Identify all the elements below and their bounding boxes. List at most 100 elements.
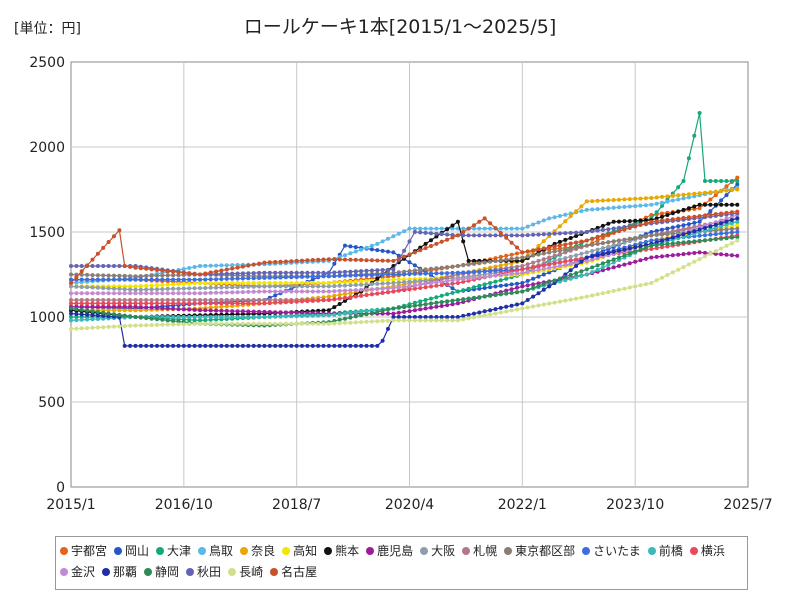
- data-point-series-11: [128, 274, 133, 279]
- data-point-series-2: [697, 219, 702, 224]
- data-point-series-6: [230, 281, 235, 285]
- data-point-series-20: [149, 267, 154, 272]
- data-point-series-6: [278, 281, 283, 285]
- data-point-series-20: [300, 258, 304, 263]
- data-point-series-6: [224, 281, 229, 285]
- data-point-series-19: [294, 321, 299, 326]
- data-point-series-4: [353, 249, 358, 254]
- data-point-series-2: [450, 286, 455, 291]
- data-point-series-13: [332, 312, 337, 317]
- data-point-series-11: [407, 269, 412, 274]
- data-point-series-17: [353, 314, 358, 319]
- data-point-series-13: [305, 313, 310, 318]
- data-point-series-3: [504, 276, 509, 281]
- data-point-series-19: [192, 321, 197, 326]
- data-point-series-19: [670, 270, 675, 275]
- data-point-series-8: [117, 304, 122, 309]
- data-point-series-5: [719, 189, 724, 194]
- data-point-series-12: [95, 277, 100, 282]
- data-point-series-14: [407, 287, 412, 292]
- data-point-series-9: [375, 281, 380, 286]
- data-point-series-4: [643, 203, 648, 208]
- data-point-series-14: [133, 301, 138, 306]
- data-point-series-16: [364, 343, 369, 348]
- data-point-series-16: [224, 343, 229, 348]
- data-point-series-12: [482, 269, 487, 274]
- data-point-series-3: [488, 281, 493, 285]
- data-point-series-20: [461, 230, 466, 234]
- data-point-series-12: [466, 270, 471, 275]
- data-point-series-9: [251, 284, 256, 289]
- data-point-series-20: [472, 223, 476, 228]
- data-point-series-16: [380, 338, 385, 343]
- data-point-series-12: [138, 277, 143, 282]
- data-point-series-7: [337, 302, 342, 306]
- data-point-series-9: [590, 249, 595, 253]
- data-point-series-11: [541, 251, 546, 256]
- data-point-series-16: [85, 312, 90, 317]
- y-tick-label: 1500: [29, 225, 65, 241]
- data-point-series-3: [203, 318, 208, 323]
- data-point-series-3: [735, 179, 740, 183]
- data-point-series-19: [423, 318, 428, 323]
- data-point-series-12: [472, 269, 476, 274]
- data-point-series-2: [477, 286, 482, 291]
- data-point-series-20: [117, 228, 122, 233]
- data-point-series-13: [563, 278, 568, 283]
- data-point-series-10: [214, 298, 219, 302]
- data-point-series-14: [568, 258, 573, 263]
- x-tick-label: 2025/7: [723, 497, 772, 513]
- data-point-series-16: [676, 233, 681, 238]
- data-point-series-20: [643, 221, 648, 226]
- data-point-series-14: [418, 286, 423, 290]
- data-point-series-17: [461, 297, 466, 302]
- data-point-series-16: [600, 252, 605, 257]
- data-point-series-15: [418, 282, 423, 287]
- data-point-series-16: [305, 343, 310, 348]
- data-point-series-12: [364, 273, 369, 278]
- data-point-series-17: [85, 308, 90, 313]
- data-point-series-18: [520, 233, 525, 238]
- data-point-series-9: [240, 285, 245, 289]
- data-point-series-18: [294, 270, 299, 275]
- data-point-series-10: [224, 298, 229, 302]
- data-point-series-14: [203, 301, 208, 306]
- data-point-series-9: [595, 247, 600, 252]
- data-point-series-10: [165, 298, 170, 302]
- data-point-series-6: [219, 281, 224, 285]
- data-point-series-3: [455, 289, 460, 294]
- data-point-series-8: [181, 307, 186, 312]
- data-point-series-4: [380, 239, 385, 244]
- data-point-series-8: [198, 308, 202, 313]
- data-point-series-16: [488, 308, 493, 313]
- data-point-series-6: [294, 281, 299, 285]
- data-point-series-16: [316, 343, 321, 348]
- data-point-series-13: [326, 313, 331, 318]
- data-point-series-10: [262, 298, 267, 302]
- data-point-series-1: [515, 251, 519, 256]
- legend-label: 奈良: [251, 544, 276, 558]
- data-point-series-17: [149, 316, 154, 321]
- data-point-series-4: [230, 263, 235, 268]
- data-point-series-11: [654, 233, 659, 237]
- data-point-series-10: [181, 298, 186, 302]
- data-point-series-17: [133, 315, 138, 319]
- data-point-series-19: [719, 246, 724, 251]
- data-point-series-8: [79, 304, 84, 309]
- data-point-series-8: [90, 304, 95, 309]
- data-point-series-20: [273, 260, 278, 264]
- data-point-series-10: [155, 298, 159, 302]
- data-point-series-18: [552, 231, 557, 236]
- data-point-series-17: [676, 240, 681, 245]
- data-point-series-19: [638, 283, 643, 288]
- data-point-series-18: [305, 270, 310, 275]
- data-point-series-5: [504, 262, 509, 267]
- data-point-series-19: [246, 321, 251, 326]
- data-point-series-14: [267, 301, 272, 306]
- data-point-series-17: [488, 293, 493, 298]
- data-point-series-20: [364, 258, 369, 263]
- data-point-series-1: [498, 254, 503, 259]
- data-point-series-19: [138, 323, 143, 328]
- data-point-series-18: [246, 271, 251, 276]
- data-point-series-6: [310, 281, 315, 285]
